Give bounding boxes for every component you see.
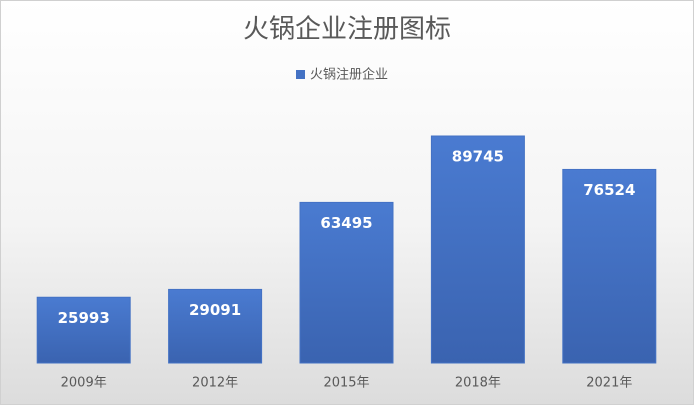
x-tick-label: 2021年 — [586, 376, 632, 391]
bar — [36, 296, 131, 364]
bar — [430, 135, 525, 364]
x-tick-label: 2009年 — [61, 376, 107, 391]
data-label: 25993 — [58, 309, 110, 327]
bar — [299, 201, 394, 364]
data-label: 89745 — [452, 148, 504, 166]
x-tick-label: 2015年 — [323, 376, 369, 391]
data-label: 29091 — [189, 301, 241, 319]
legend-label: 火锅注册企业 — [310, 67, 388, 83]
x-tick-label: 2018年 — [455, 376, 501, 391]
bar — [562, 168, 657, 364]
bar — [168, 288, 263, 364]
data-label: 63495 — [320, 214, 372, 232]
legend-swatch — [296, 70, 305, 79]
x-tick-label: 2012年 — [192, 376, 238, 391]
data-label: 76524 — [583, 181, 635, 199]
chart-title: 火锅企业注册图标 — [243, 15, 451, 45]
